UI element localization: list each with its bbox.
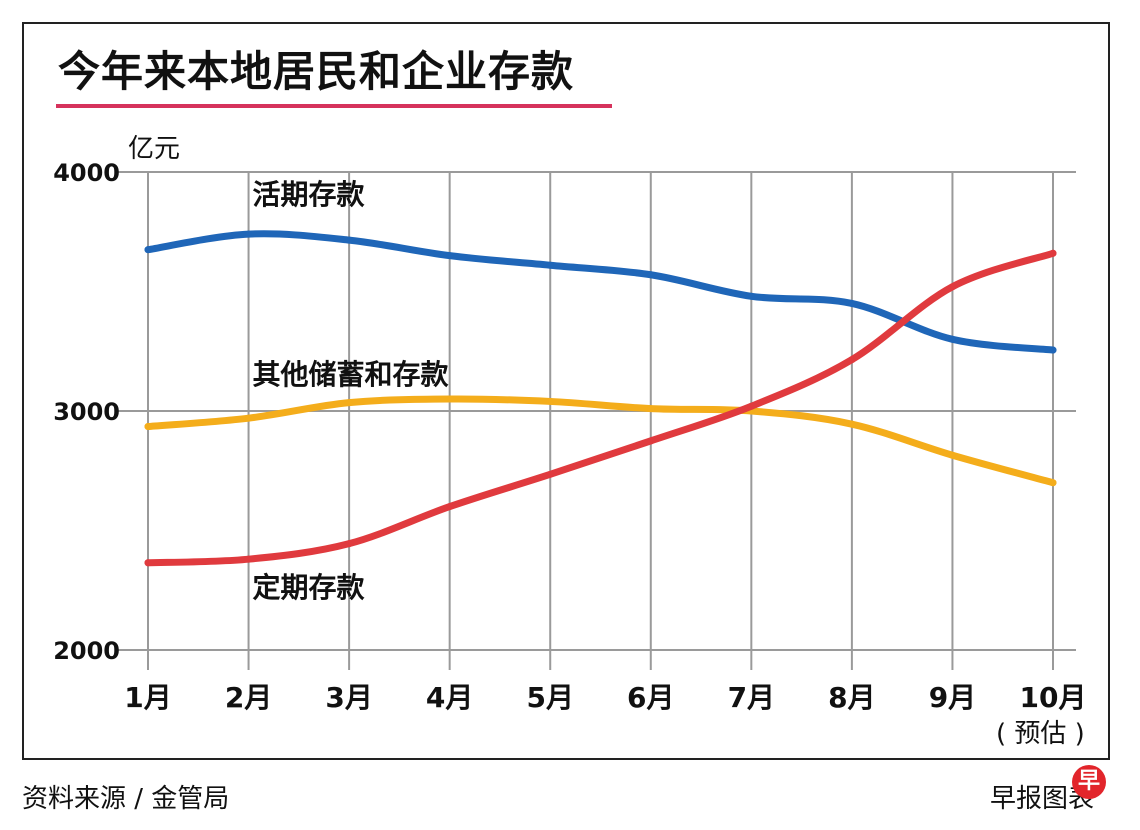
data-point (245, 414, 253, 422)
x-tick-label: 4月 (426, 681, 473, 714)
x-tick-label: 5月 (526, 681, 573, 714)
data-point (747, 402, 755, 410)
x-tick-label: 2月 (225, 681, 272, 714)
x-axis-ticks: 1月 2月 3月 4月 5月 6月 7月 8月 9月 10月 (124, 681, 1086, 714)
data-point (345, 399, 353, 407)
y-tick-label: 3000 (53, 398, 120, 426)
data-point (1049, 346, 1057, 354)
series-lines (144, 230, 1057, 567)
title-underline (56, 104, 612, 108)
x-tick-label: 9月 (929, 681, 976, 714)
data-point (647, 271, 655, 279)
source-note: 资料来源 / 金管局 (22, 784, 230, 814)
data-point (446, 503, 454, 511)
x-tick-label: 8月 (828, 681, 875, 714)
data-point (647, 437, 655, 445)
series-line-2 (144, 395, 1057, 487)
y-tick-label: 2000 (53, 637, 120, 665)
data-point (144, 559, 152, 567)
data-point (747, 292, 755, 300)
data-point (245, 555, 253, 563)
data-point (848, 356, 856, 364)
series-label-2: 其他储蓄和存款 (253, 358, 450, 391)
x-tick-label: 10月 (1020, 681, 1087, 714)
x-tick-label: 1月 (124, 681, 171, 714)
zaobao-logo: 早 (1072, 765, 1106, 799)
data-point (144, 246, 152, 254)
data-point (546, 261, 554, 269)
data-point (546, 397, 554, 405)
data-point (948, 283, 956, 291)
data-point (948, 451, 956, 459)
data-point (848, 420, 856, 428)
data-point (345, 236, 353, 244)
data-point (144, 423, 152, 431)
y-axis-ticks: 2000 3000 4000 (53, 159, 120, 665)
data-point (245, 230, 253, 238)
x-tick-label: 6月 (627, 681, 674, 714)
chart-title: 今年来本地居民和企业存款 (58, 47, 575, 96)
series-line-3 (144, 249, 1057, 567)
y-tick-label: 4000 (53, 159, 120, 187)
data-point (1049, 249, 1057, 257)
data-point (647, 405, 655, 413)
series-label-1: 活期存款 (253, 178, 366, 211)
series-label-3: 定期存款 (253, 571, 366, 604)
x-tick-label: 3月 (325, 681, 372, 714)
x-tick-label: 7月 (728, 681, 775, 714)
data-point (948, 335, 956, 343)
data-point (446, 395, 454, 403)
y-axis-unit: 亿元 (128, 134, 181, 164)
x-axis-note-estimate: ( 预估 ) (996, 719, 1085, 749)
chart-frame (22, 22, 1110, 760)
data-point (848, 299, 856, 307)
data-point (546, 470, 554, 478)
series-line-1 (144, 230, 1057, 354)
data-point (345, 540, 353, 548)
data-point (1049, 479, 1057, 487)
data-point (446, 252, 454, 260)
